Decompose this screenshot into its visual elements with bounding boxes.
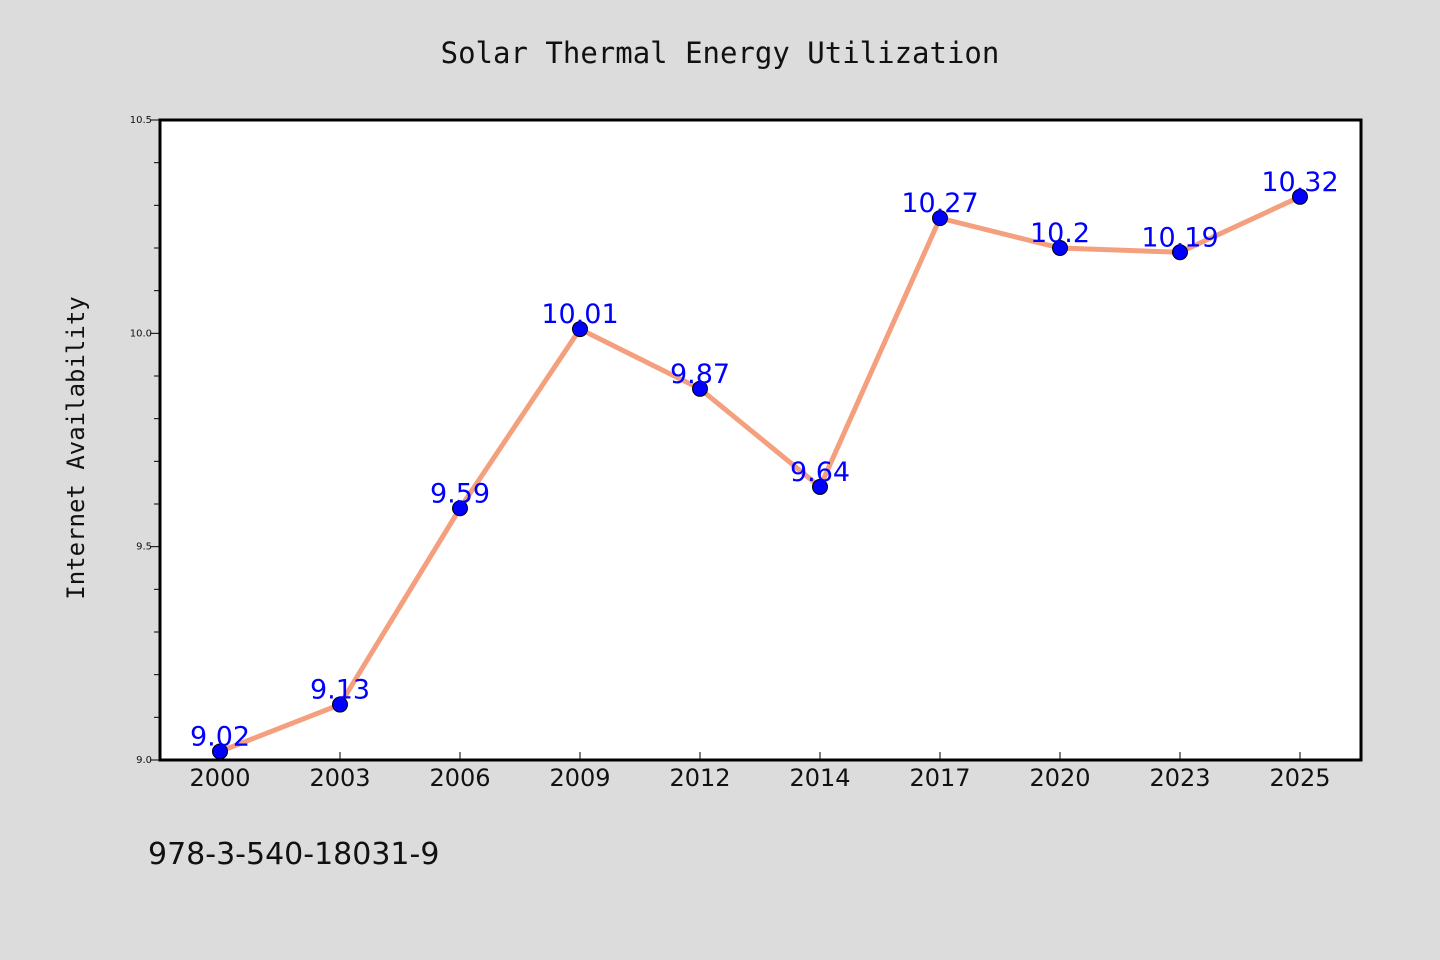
data-point-marker (572, 321, 588, 338)
data-point-marker (1052, 240, 1068, 256)
x-tick-label: 2006 (429, 764, 490, 792)
x-tick-label: 2012 (669, 764, 730, 792)
chart-title: Solar Thermal Energy Utilization (441, 36, 1000, 70)
data-label: 9.87 (670, 359, 730, 390)
series-line-group (217, 194, 1303, 754)
markers-group (212, 188, 1308, 760)
y-tick-label: 9.0 (136, 755, 152, 766)
x-tick-label: 2023 (1149, 764, 1210, 792)
x-tick-label: 2014 (789, 764, 850, 792)
x-axis: 2000 2003 2006 2009 2012 2014 2017 2020 2023 2025 (189, 752, 1331, 792)
data-label: 9.02 (190, 721, 250, 752)
footer-text: 978-3-540-18031-9 (148, 837, 439, 872)
x-tick-label: 2003 (309, 764, 370, 792)
data-labels-group: 9.02 9.13 9.59 10.01 9.87 9.64 10.27 10.2 10.19 1… (190, 167, 1339, 753)
data-point-marker (332, 696, 348, 713)
series-line (217, 194, 1303, 754)
data-label: 10.01 (541, 299, 618, 330)
data-label: 9.64 (790, 457, 850, 488)
data-label: 9.13 (310, 675, 370, 706)
data-label: 9.59 (430, 478, 490, 509)
data-label: 10.19 (1141, 222, 1218, 253)
data-point-marker (1292, 188, 1308, 205)
y-tick-label: 10.0 (130, 328, 152, 339)
x-tick-label: 2009 (549, 764, 610, 792)
x-tick-label: 2025 (1269, 764, 1330, 792)
y-axis: 9.0 9.5 10.0 10.5 (130, 115, 160, 766)
data-label: 10.27 (901, 188, 978, 219)
y-tick-label: 9.5 (136, 542, 152, 553)
x-tick-label: 2017 (909, 764, 970, 792)
y-tick-label: 10.5 (130, 115, 152, 126)
y-axis-label: Internet Availability (62, 296, 90, 599)
data-point-marker (812, 478, 828, 495)
data-point-marker (452, 500, 468, 517)
data-point-marker (932, 210, 948, 227)
data-label: 10.2 (1030, 218, 1090, 249)
data-point-marker (212, 743, 228, 760)
x-tick-label: 2020 (1029, 764, 1090, 792)
x-tick-label: 2000 (189, 764, 250, 792)
data-point-marker (1172, 244, 1188, 261)
data-label: 10.32 (1261, 167, 1338, 198)
data-point-marker (692, 380, 708, 397)
